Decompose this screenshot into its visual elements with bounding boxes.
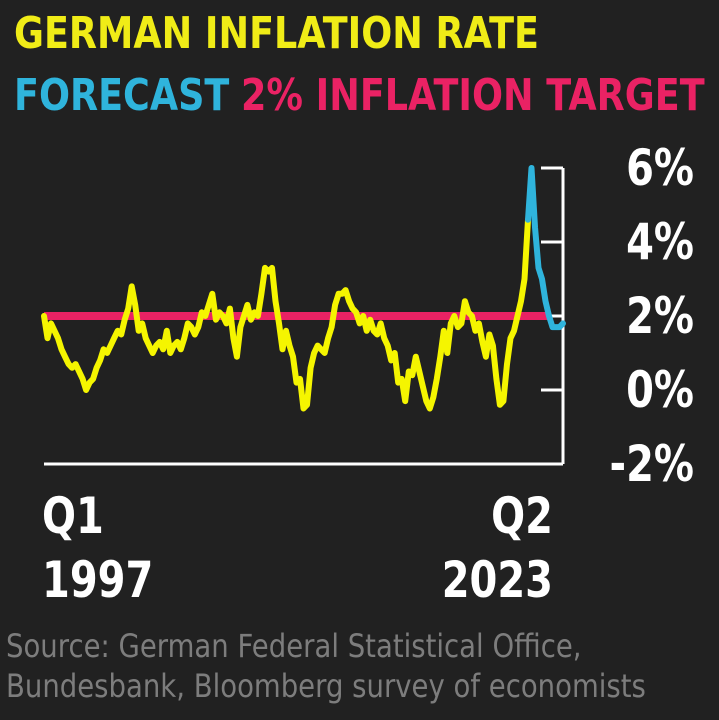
x-label-end-1: 2023 [442, 551, 553, 610]
series-forecast [525, 165, 566, 331]
source-note: Source: German Federal Statistical Offic… [6, 626, 646, 706]
chart-title: GERMAN INFLATION RATE [14, 8, 539, 59]
y-tick-label-4: -2% [610, 435, 694, 494]
y-tick-label-1: 4% [626, 213, 694, 272]
y-tick-label-3: 0% [626, 361, 694, 420]
x-label-end-0: Q2 [491, 487, 553, 546]
y-tick-labels: 6% 4% 2% 0% -2% [610, 139, 694, 494]
legend-row: FORECAST 2% INFLATION TARGET [14, 74, 716, 118]
legend-target: 2% INFLATION TARGET [240, 70, 705, 121]
series-historical [41, 216, 531, 412]
x-label-start-1: 1997 [42, 551, 153, 610]
source-line-1: Source: German Federal Statistical Offic… [6, 627, 582, 665]
series-lines [41, 165, 566, 412]
source-line-2: Bundesbank, Bloomberg survey of economis… [6, 667, 646, 705]
y-tick-label-0: 6% [626, 139, 694, 198]
y-tick-label-2: 2% [626, 287, 694, 346]
x-label-start-0: Q1 [42, 487, 104, 546]
legend-forecast: FORECAST [14, 70, 230, 121]
